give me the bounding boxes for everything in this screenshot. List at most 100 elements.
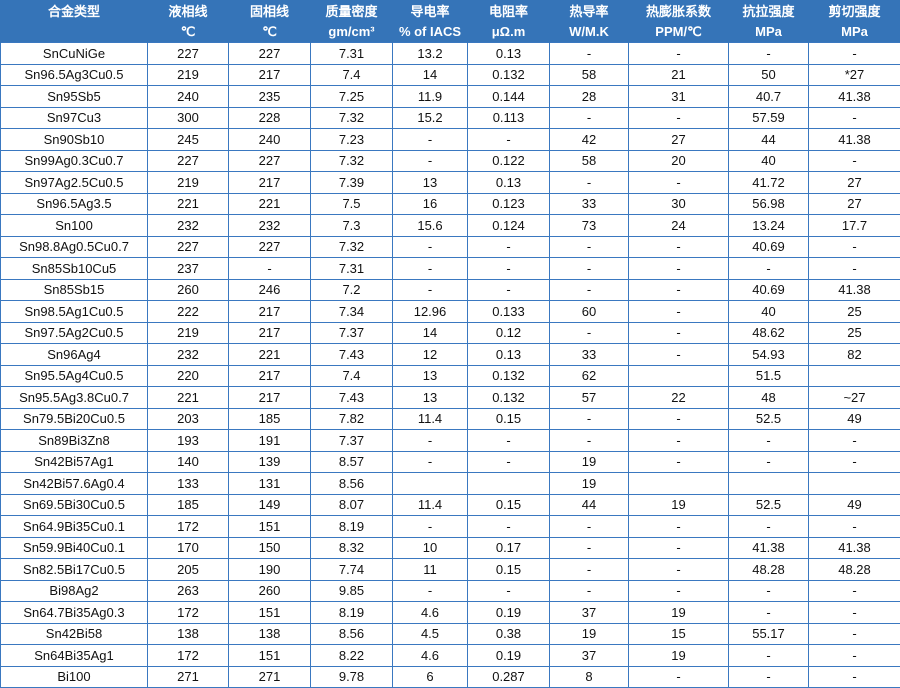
value-cell: - [729, 602, 809, 624]
value-cell: - [729, 516, 809, 538]
alloy-name-cell: Sn97Ag2.5Cu0.5 [1, 172, 148, 194]
value-cell: 205 [148, 559, 229, 581]
value-cell: 40 [729, 150, 809, 172]
value-cell: 220 [148, 365, 229, 387]
value-cell: 48.28 [729, 559, 809, 581]
value-cell: 52.5 [729, 408, 809, 430]
value-cell: 8.57 [311, 451, 393, 473]
value-cell: 13 [393, 172, 468, 194]
value-cell: 54.93 [729, 344, 809, 366]
value-cell: 48.28 [809, 559, 900, 581]
value-cell: 185 [229, 408, 311, 430]
value-cell [629, 473, 729, 495]
value-cell: - [393, 451, 468, 473]
value-cell: 271 [229, 666, 311, 688]
value-cell: 11 [393, 559, 468, 581]
value-cell: 25 [809, 322, 900, 344]
value-cell: 7.32 [311, 107, 393, 129]
value-cell: 131 [229, 473, 311, 495]
value-cell [809, 365, 900, 387]
value-cell: 55.17 [729, 623, 809, 645]
value-cell: - [729, 580, 809, 602]
value-cell: 0.13 [468, 172, 550, 194]
value-cell: 237 [148, 258, 229, 280]
value-cell: 263 [148, 580, 229, 602]
column-header: 热膨胀系数 [629, 0, 729, 21]
value-cell: 8 [550, 666, 629, 688]
value-cell: 190 [229, 559, 311, 581]
alloy-name-cell: Sn85Sb15 [1, 279, 148, 301]
value-cell: - [393, 580, 468, 602]
value-cell: 227 [229, 236, 311, 258]
value-cell: - [550, 107, 629, 129]
alloy-name-cell: Sn96Ag4 [1, 344, 148, 366]
value-cell [468, 473, 550, 495]
value-cell: - [729, 666, 809, 688]
value-cell: 219 [148, 64, 229, 86]
alloy-name-cell: Sn89Bi3Zn8 [1, 430, 148, 452]
value-cell: - [550, 322, 629, 344]
value-cell: 60 [550, 301, 629, 323]
value-cell: - [550, 537, 629, 559]
value-cell: - [393, 236, 468, 258]
value-cell: 0.19 [468, 602, 550, 624]
value-cell: 7.39 [311, 172, 393, 194]
value-cell: 191 [229, 430, 311, 452]
value-cell: 0.15 [468, 408, 550, 430]
value-cell: - [809, 666, 900, 688]
value-cell: 41.38 [809, 279, 900, 301]
value-cell: 221 [229, 193, 311, 215]
value-cell: 41.38 [809, 537, 900, 559]
value-cell: - [629, 172, 729, 194]
value-cell [809, 473, 900, 495]
value-cell: 0.15 [468, 559, 550, 581]
alloy-name-cell: Sn100 [1, 215, 148, 237]
value-cell: 50 [729, 64, 809, 86]
value-cell [729, 473, 809, 495]
value-cell: - [809, 623, 900, 645]
value-cell: - [809, 43, 900, 65]
value-cell: 7.2 [311, 279, 393, 301]
column-header: 热导率 [550, 0, 629, 21]
value-cell: 172 [148, 645, 229, 667]
alloy-name-cell: Sn42Bi57Ag1 [1, 451, 148, 473]
value-cell: 151 [229, 516, 311, 538]
alloy-name-cell: Sn64.7Bi35Ag0.3 [1, 602, 148, 624]
value-cell: 271 [148, 666, 229, 688]
value-cell: 4.5 [393, 623, 468, 645]
value-cell: - [809, 236, 900, 258]
value-cell: - [468, 580, 550, 602]
value-cell: - [629, 430, 729, 452]
value-cell: 16 [393, 193, 468, 215]
value-cell: 139 [229, 451, 311, 473]
value-cell: 8.19 [311, 602, 393, 624]
value-cell: - [629, 301, 729, 323]
value-cell: 0.19 [468, 645, 550, 667]
value-cell: 7.37 [311, 322, 393, 344]
value-cell: 0.132 [468, 365, 550, 387]
column-header: 剪切强度 [809, 0, 900, 21]
value-cell: - [393, 430, 468, 452]
value-cell: - [809, 580, 900, 602]
value-cell: 0.287 [468, 666, 550, 688]
value-cell: 9.78 [311, 666, 393, 688]
value-cell: 0.133 [468, 301, 550, 323]
value-cell: 28 [550, 86, 629, 108]
value-cell: 246 [229, 279, 311, 301]
value-cell: - [550, 279, 629, 301]
alloy-name-cell: Sn97.5Ag2Cu0.5 [1, 322, 148, 344]
alloy-name-cell: Sn69.5Bi30Cu0.5 [1, 494, 148, 516]
value-cell: 8.56 [311, 473, 393, 495]
